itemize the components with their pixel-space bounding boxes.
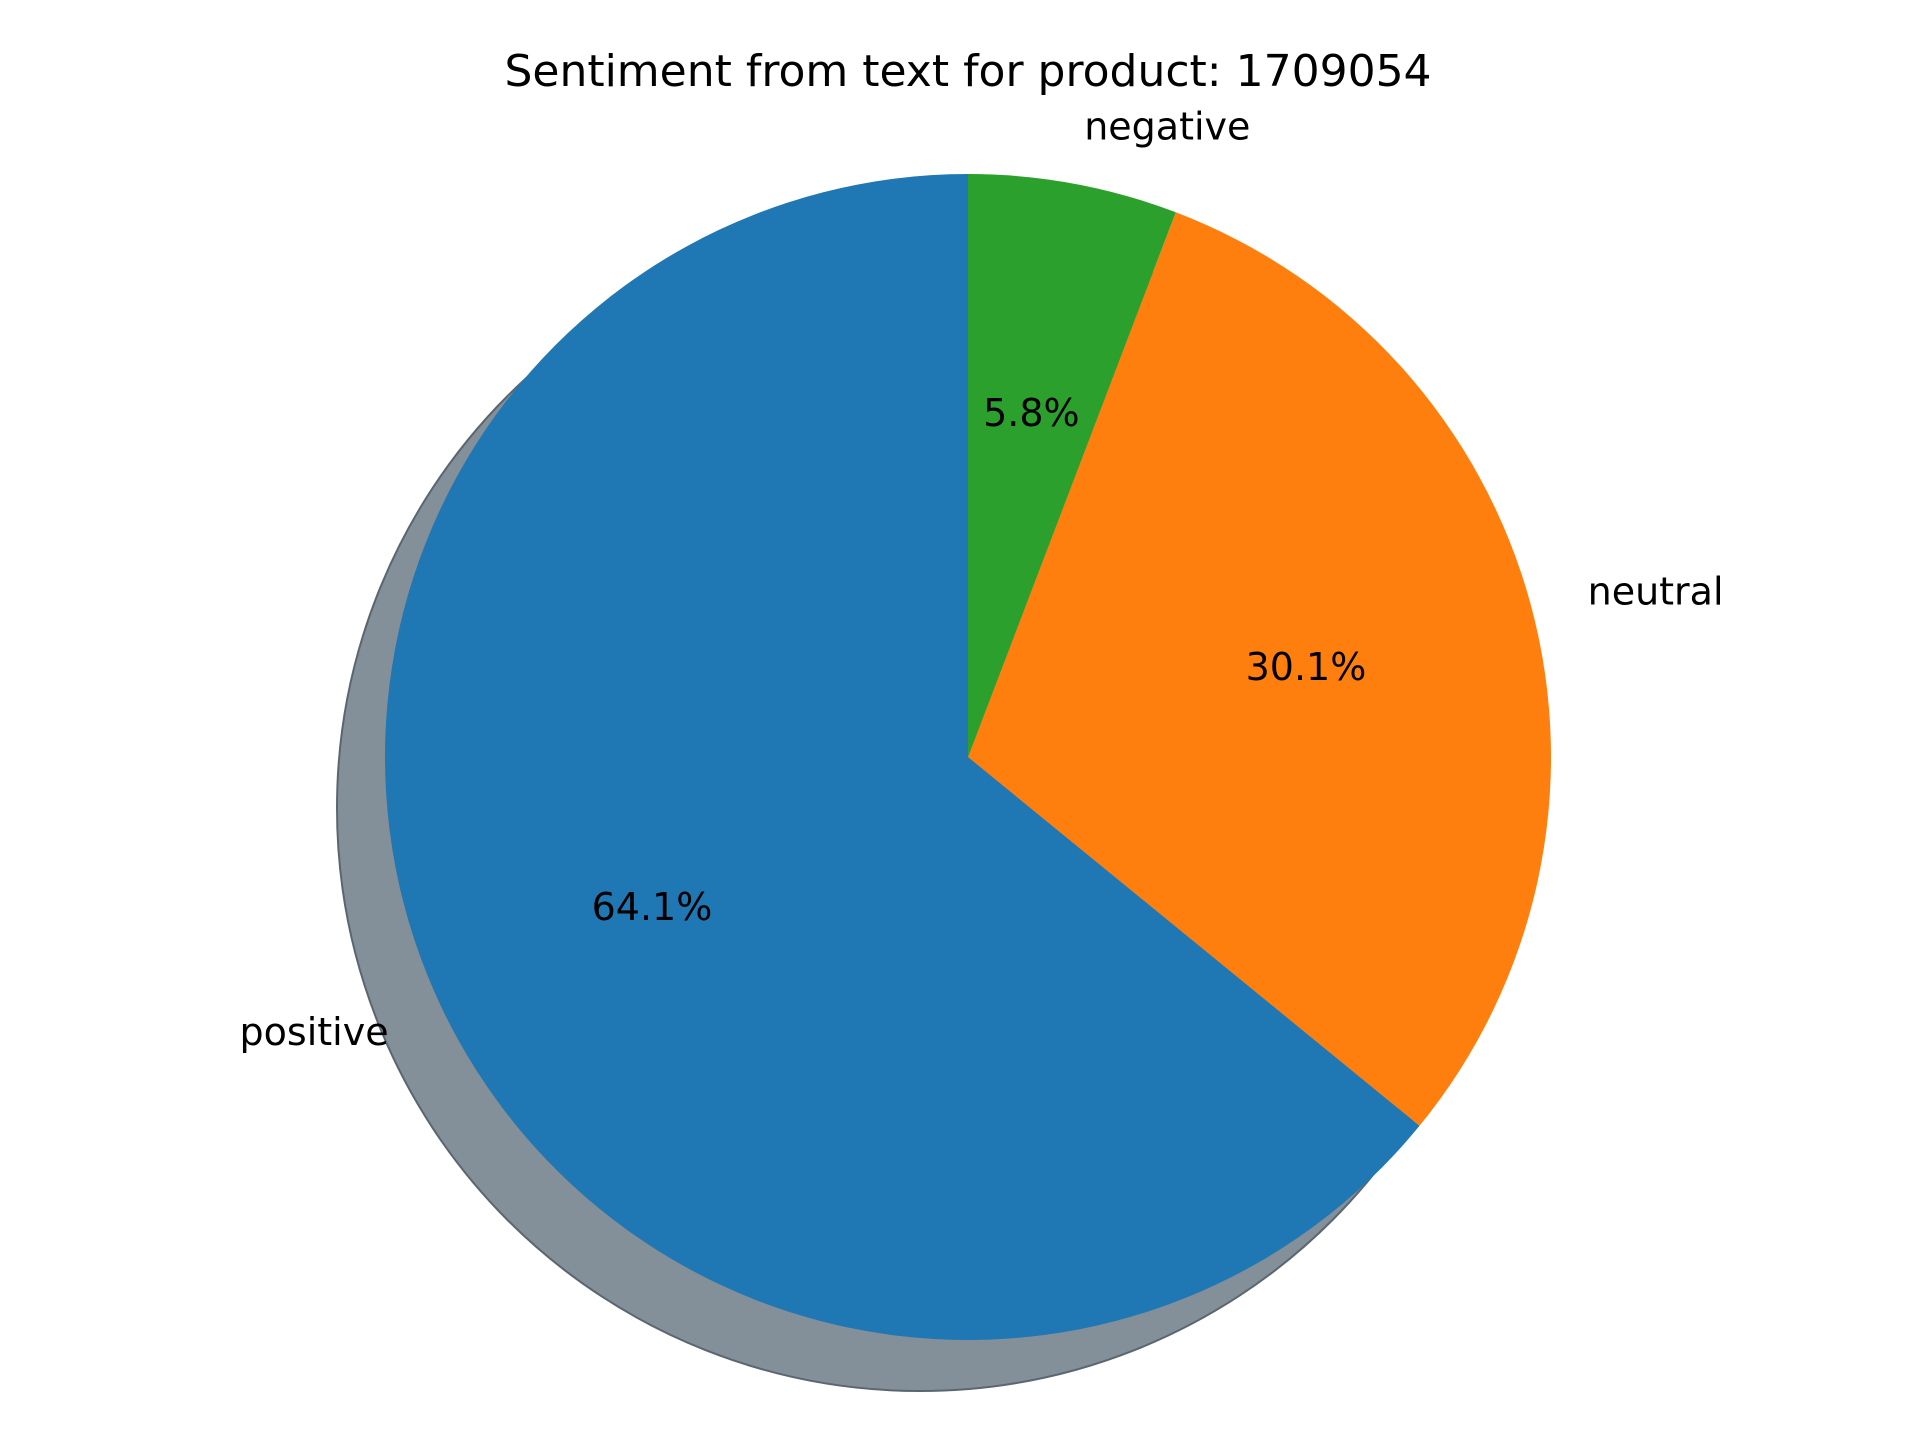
pie-labels: 64.1% positive 30.1% neutral 5.8% negative <box>240 104 1724 1054</box>
pie-slices <box>385 174 1551 1341</box>
slice-label-negative: negative <box>1084 104 1250 148</box>
pct-label-positive: 64.1% <box>592 885 713 929</box>
slice-label-positive: positive <box>240 1010 389 1054</box>
slice-label-neutral: neutral <box>1588 570 1724 614</box>
pct-label-neutral: 30.1% <box>1246 645 1367 689</box>
pct-label-negative: 5.8% <box>983 391 1080 435</box>
pie-slice-positive <box>385 174 1420 1341</box>
chart-title: Sentiment from text for product: 1709054 <box>504 46 1431 97</box>
pie-slice-negative <box>968 174 1176 757</box>
pie-slice-neutral <box>968 212 1551 1126</box>
